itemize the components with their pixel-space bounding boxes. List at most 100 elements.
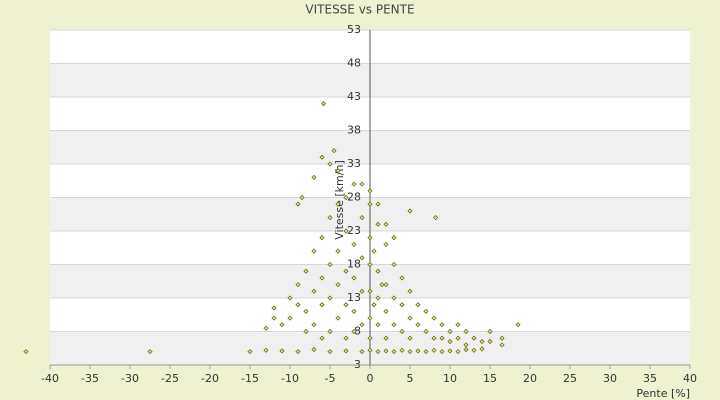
point [463, 342, 469, 348]
point [367, 335, 373, 341]
point [351, 241, 357, 247]
point [351, 181, 357, 187]
point [423, 308, 429, 314]
point [351, 275, 357, 281]
point [327, 349, 333, 355]
point [247, 349, 253, 355]
x-tick-label: 0 [367, 372, 374, 385]
point [327, 215, 333, 221]
x-tick-label: 10 [443, 372, 457, 385]
point [311, 288, 317, 294]
point [367, 315, 373, 321]
point [343, 302, 349, 308]
y-tick-label: 53 [347, 23, 361, 36]
point [515, 322, 521, 328]
x-tick-label: -15 [241, 372, 259, 385]
point [295, 282, 301, 288]
point [311, 347, 317, 353]
y-tick-label: 43 [347, 90, 361, 103]
point [487, 338, 493, 345]
point [343, 194, 349, 201]
point [375, 221, 381, 227]
point [499, 335, 505, 341]
point [439, 349, 445, 355]
point [407, 335, 413, 341]
y-tick-label: 23 [347, 224, 361, 237]
point [287, 295, 293, 301]
y-tick-label: 48 [347, 57, 361, 70]
point [447, 338, 453, 345]
point [321, 101, 327, 107]
point [343, 348, 349, 354]
point [407, 349, 413, 355]
point [327, 161, 333, 167]
point [367, 201, 373, 207]
point [295, 201, 301, 207]
point [319, 335, 325, 341]
point [433, 215, 439, 221]
point [295, 302, 301, 308]
point [147, 349, 153, 355]
point [367, 261, 373, 268]
point [299, 194, 305, 201]
y-tick-label: 18 [347, 258, 361, 271]
point [447, 328, 453, 335]
x-tick-label: -25 [161, 372, 179, 385]
point [335, 168, 341, 174]
point [343, 268, 349, 274]
point [359, 349, 365, 355]
point [375, 295, 381, 301]
point [399, 275, 405, 281]
point [311, 248, 317, 254]
point [391, 322, 397, 328]
y-tick-label: 33 [347, 157, 361, 170]
point [319, 275, 325, 281]
x-tick-label: -35 [81, 372, 99, 385]
point [295, 349, 301, 355]
point [371, 302, 377, 308]
point [439, 322, 445, 328]
x-tick-label: -40 [41, 372, 59, 385]
point [407, 315, 413, 321]
y-tick-label: 28 [347, 191, 361, 204]
chart-title: VITESSE vs PENTE [305, 3, 414, 17]
point [367, 235, 373, 241]
point [263, 347, 269, 353]
point [331, 148, 337, 154]
point [415, 322, 421, 328]
x-tick-label: 5 [407, 372, 414, 385]
point [375, 268, 381, 274]
point [471, 347, 477, 353]
y-tick-label: 8 [354, 325, 361, 338]
x-tick-label: 35 [643, 372, 657, 385]
point [463, 347, 469, 353]
point [343, 228, 349, 234]
point [455, 335, 461, 341]
x-tick-label: -10 [281, 372, 299, 385]
point [447, 348, 453, 354]
point [399, 328, 405, 335]
point [367, 288, 373, 294]
point [335, 201, 341, 207]
point [407, 288, 413, 294]
point [487, 328, 493, 335]
point [303, 308, 309, 314]
point [407, 208, 413, 214]
point [327, 295, 333, 301]
point [415, 348, 421, 354]
x-tick-label: 20 [523, 372, 537, 385]
point [359, 181, 365, 187]
point [343, 335, 349, 341]
point [311, 174, 317, 180]
point [335, 248, 341, 254]
point [479, 338, 485, 345]
point [359, 322, 365, 328]
y-axis-title: Vitesse [km/h] [333, 160, 346, 240]
point [279, 348, 285, 354]
point [359, 215, 365, 221]
y-tick-label: 13 [347, 291, 361, 304]
x-tick-label: 30 [603, 372, 617, 385]
point [375, 201, 381, 207]
point [303, 268, 309, 274]
point [499, 342, 505, 348]
